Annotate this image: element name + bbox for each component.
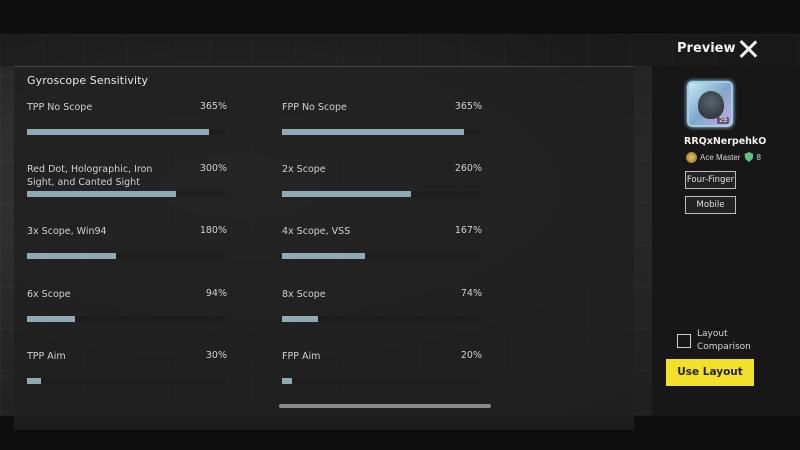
preview-title: Preview [677,41,736,56]
close-icon[interactable] [737,38,759,60]
tier-row: Ace Master 8 [686,151,761,163]
slider-fill [282,378,292,384]
slider-track[interactable] [27,253,225,259]
setting-label: 8x Scope [282,289,326,300]
shield-icon [744,152,754,162]
slider-track[interactable] [27,191,225,197]
setting-label: Red Dot, Holographic, Iron Sight, and Ca… [27,164,153,188]
tag-mobile: Mobile [685,196,736,214]
setting-value: 180% [199,225,227,236]
panel-title: Gyroscope Sensitivity [27,74,149,87]
use-layout-button[interactable]: Use Layout [666,359,754,386]
slider-track[interactable] [282,378,480,384]
avatar-level: 29 [717,117,729,124]
setting-value: 365% [454,101,482,112]
setting-value: 94% [205,288,227,299]
sensitivity-panel: Gyroscope Sensitivity TPP No Scope 365% … [14,66,634,430]
setting-fpp-no-scope[interactable]: FPP No Scope 365% [282,101,482,141]
setting-value: 74% [460,288,482,299]
layout-comparison-label: Layout Comparison [697,329,751,352]
slider-fill [27,316,75,322]
slider-fill [282,191,411,197]
avatar[interactable]: 29 [687,81,733,127]
horizontal-scrollbar[interactable] [279,404,491,408]
setting-3x-scope[interactable]: 3x Scope, Win94 180% [27,225,227,265]
slider-fill [27,129,210,135]
setting-label: 4x Scope, VSS [282,226,351,237]
layout-comparison-checkbox[interactable] [677,334,691,348]
top-strip [0,34,800,66]
slider-track[interactable] [27,378,225,384]
setting-value: 260% [454,163,482,174]
setting-value: 20% [460,350,482,361]
setting-label: TPP Aim [27,351,66,362]
slider-fill [282,253,366,259]
letterbox-top [0,0,800,34]
setting-value: 300% [199,163,227,174]
shield-count: 8 [756,152,761,162]
slider-track[interactable] [282,253,480,259]
setting-8x-scope[interactable]: 8x Scope 74% [282,288,482,328]
setting-label: TPP No Scope [27,102,93,113]
avatar-portrait [698,91,724,119]
tier-badge-icon [686,151,697,163]
slider-track[interactable] [282,316,480,322]
setting-value: 30% [205,350,227,361]
setting-tpp-aim[interactable]: TPP Aim 30% [27,350,227,390]
slider-track[interactable] [27,129,225,135]
setting-label: FPP Aim [282,351,321,362]
setting-value: 365% [199,101,227,112]
player-name: RRQxNerpehkO [684,136,767,147]
setting-label: 3x Scope, Win94 [27,226,107,237]
setting-label: 6x Scope [27,289,71,300]
slider-fill [27,378,41,384]
setting-4x-scope[interactable]: 4x Scope, VSS 167% [282,225,482,265]
setting-tpp-no-scope[interactable]: TPP No Scope 365% [27,101,227,141]
setting-red-dot[interactable]: Red Dot, Holographic, Iron Sight, and Ca… [27,163,227,203]
slider-fill [282,316,318,322]
slider-track[interactable] [282,129,480,135]
setting-2x-scope[interactable]: 2x Scope 260% [282,163,482,203]
tag-four-finger: Four-Finger [685,171,736,189]
slider-fill [27,191,176,197]
tier-text: Ace Master [700,152,741,162]
setting-label: 2x Scope [282,164,326,175]
setting-label: FPP No Scope [282,102,347,113]
setting-value: 167% [454,225,482,236]
slider-fill [27,253,117,259]
slider-track[interactable] [27,316,225,322]
slider-fill [282,129,465,135]
setting-fpp-aim[interactable]: FPP Aim 20% [282,350,482,390]
slider-track[interactable] [282,191,480,197]
setting-6x-scope[interactable]: 6x Scope 94% [27,288,227,328]
